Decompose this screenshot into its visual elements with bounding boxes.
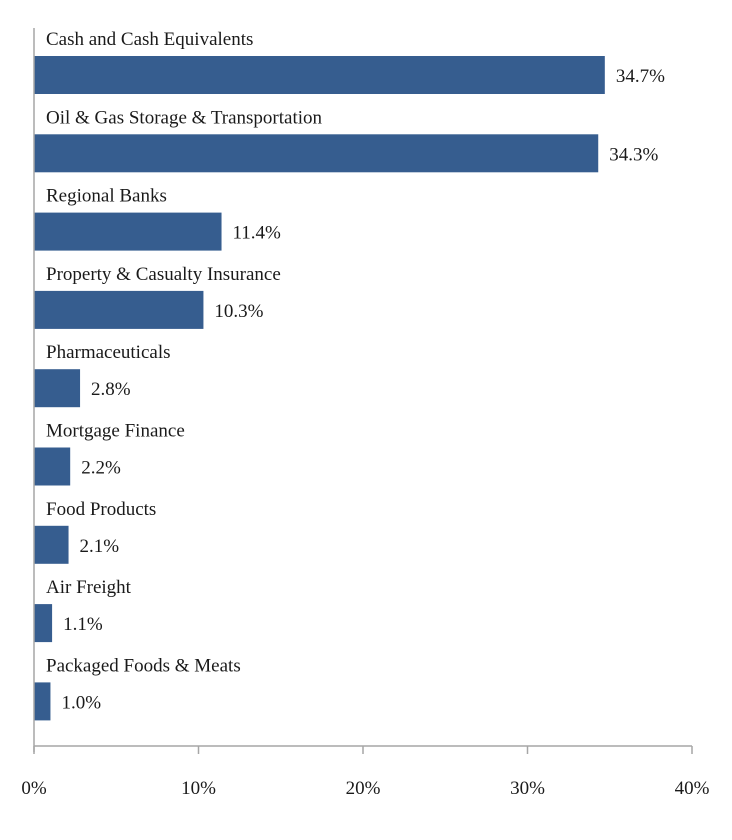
x-tick-label: 30% (510, 778, 545, 799)
value-label: 2.2% (81, 458, 121, 479)
category-label: Property & Casualty Insurance (46, 264, 281, 285)
value-label: 34.3% (609, 144, 658, 165)
bar (34, 369, 81, 408)
bar (34, 525, 69, 564)
bar (34, 134, 599, 173)
bar (34, 56, 605, 94)
category-label: Regional Banks (46, 186, 167, 207)
value-label: 2.8% (91, 379, 131, 400)
axes-layer: 0% 10% 20% 30% 40% (21, 28, 710, 799)
x-tick-label: 20% (346, 778, 381, 799)
bar (34, 212, 222, 251)
x-tick-label: 40% (675, 778, 710, 799)
value-label: 1.0% (61, 692, 101, 713)
x-tick-label: 0% (21, 778, 47, 799)
value-label: 1.1% (63, 614, 103, 635)
bar (34, 682, 51, 721)
category-label: Cash and Cash Equivalents (46, 29, 253, 50)
bars-layer: Cash and Cash Equivalents 34.7% Oil & Gas … (34, 29, 665, 721)
category-label: Food Products (46, 499, 156, 520)
category-label: Mortgage Finance (46, 421, 185, 442)
category-label: Packaged Foods & Meats (46, 655, 241, 676)
category-label: Oil & Gas Storage & Transportation (46, 107, 323, 128)
bar (34, 447, 71, 486)
value-label: 10.3% (214, 301, 263, 322)
category-label: Air Freight (46, 577, 132, 598)
bar (34, 604, 53, 643)
category-label: Pharmaceuticals (46, 342, 171, 363)
x-tick-label: 10% (181, 778, 216, 799)
value-label: 34.7% (616, 66, 665, 87)
value-label: 11.4% (233, 223, 282, 244)
value-label: 2.1% (80, 536, 120, 557)
bar (34, 290, 204, 329)
